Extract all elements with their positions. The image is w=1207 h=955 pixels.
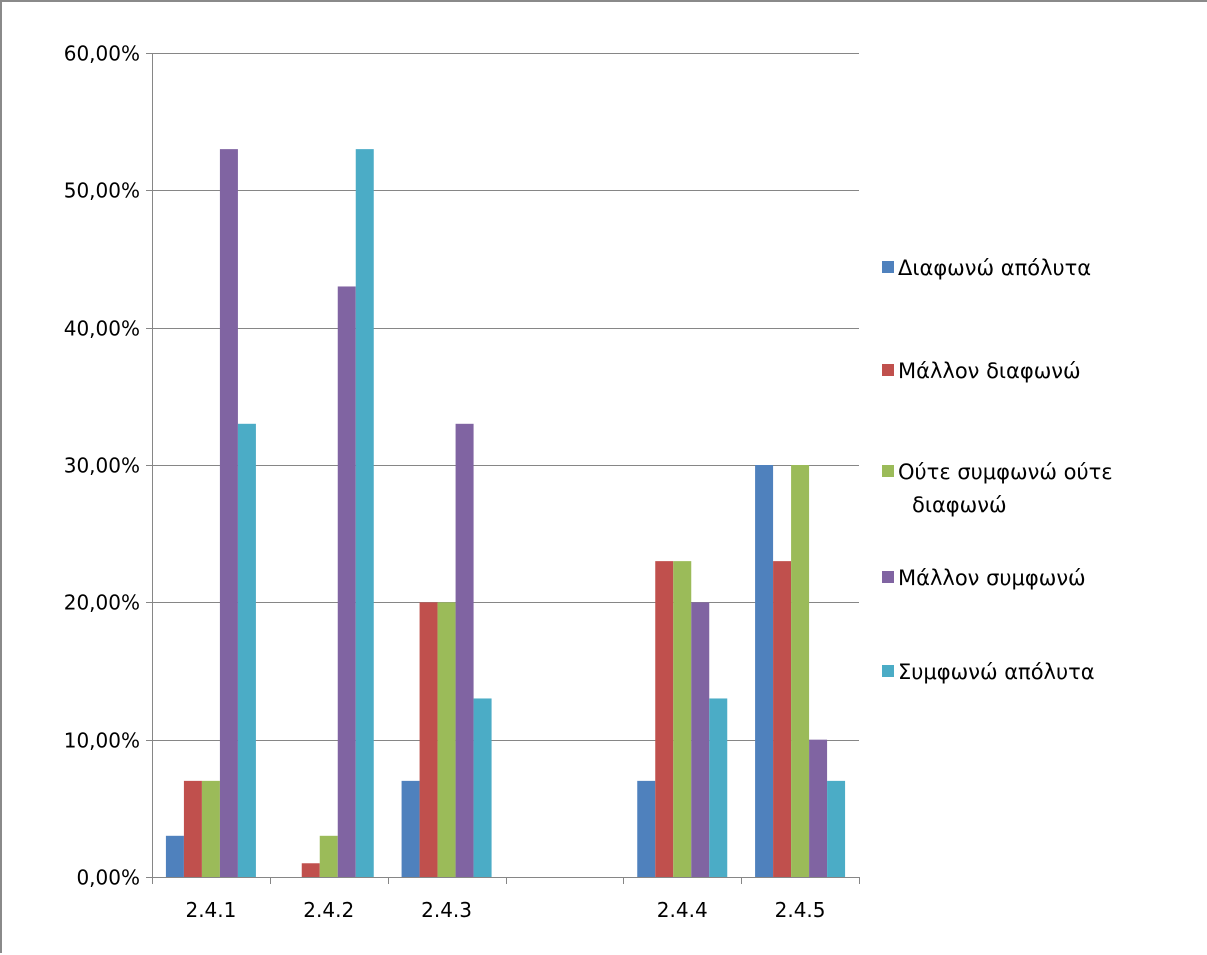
legend-swatch: [882, 571, 894, 583]
x-tick-label: 2.4.4: [657, 898, 708, 922]
bar: [673, 561, 692, 877]
bar: [219, 149, 238, 878]
x-tick-label: 2.4.1: [185, 898, 236, 922]
bar: [773, 561, 792, 877]
legend-swatch: [882, 261, 894, 273]
legend-swatch: [882, 364, 894, 376]
y-tick-label: 30,00%: [64, 454, 140, 478]
bar: [473, 698, 492, 877]
bar: [455, 423, 474, 877]
x-tick-label: 2.4.3: [421, 898, 472, 922]
bar: [655, 561, 674, 877]
bar: [355, 149, 374, 878]
bar: [709, 698, 728, 877]
bar: [301, 863, 320, 877]
y-tick-label: 50,00%: [64, 179, 140, 203]
y-tick-label: 0,00%: [76, 866, 140, 890]
bar: [165, 835, 184, 877]
legend-swatch: [882, 665, 894, 677]
y-tick-label: 20,00%: [64, 591, 140, 615]
bar: [337, 286, 356, 877]
bar: [691, 602, 710, 877]
bar: [183, 780, 202, 877]
bar: [637, 780, 656, 877]
bar: [401, 780, 420, 877]
bar: [419, 602, 438, 877]
legend: Διαφωνώ απόλυτα Μάλλον διαφωνώ Ούτε συμφων…: [882, 256, 1113, 684]
legend-label: Διαφωνώ απόλυτα: [898, 256, 1091, 280]
gridlines: [152, 53, 859, 741]
legend-label: Συμφωνώ απόλυτα: [898, 660, 1095, 684]
y-tick-label: 60,00%: [64, 42, 140, 66]
bar: [827, 780, 846, 877]
legend-swatch: [882, 465, 894, 477]
legend-label: Μάλλον διαφωνώ: [898, 359, 1081, 383]
bar: [237, 423, 256, 877]
bar: [201, 780, 220, 877]
y-tick-label: 10,00%: [64, 729, 140, 753]
y-tick-label: 40,00%: [64, 317, 140, 341]
legend-label: Ούτε συμφωνώ ούτε διαφωνώ: [898, 460, 1113, 517]
bar: [437, 602, 456, 877]
x-tick-label: 2.4.5: [775, 898, 826, 922]
axes: 0,00% 10,00% 20,00% 30,00% 40,00% 50,00% 60,00…: [64, 42, 860, 922]
bar: [809, 739, 828, 877]
bar: [319, 835, 338, 877]
bars: [165, 149, 846, 878]
bar: [791, 465, 810, 877]
legend-label: Μάλλον συμφωνώ: [898, 566, 1086, 590]
x-tick-label: 2.4.2: [303, 898, 354, 922]
bar: [755, 465, 774, 877]
